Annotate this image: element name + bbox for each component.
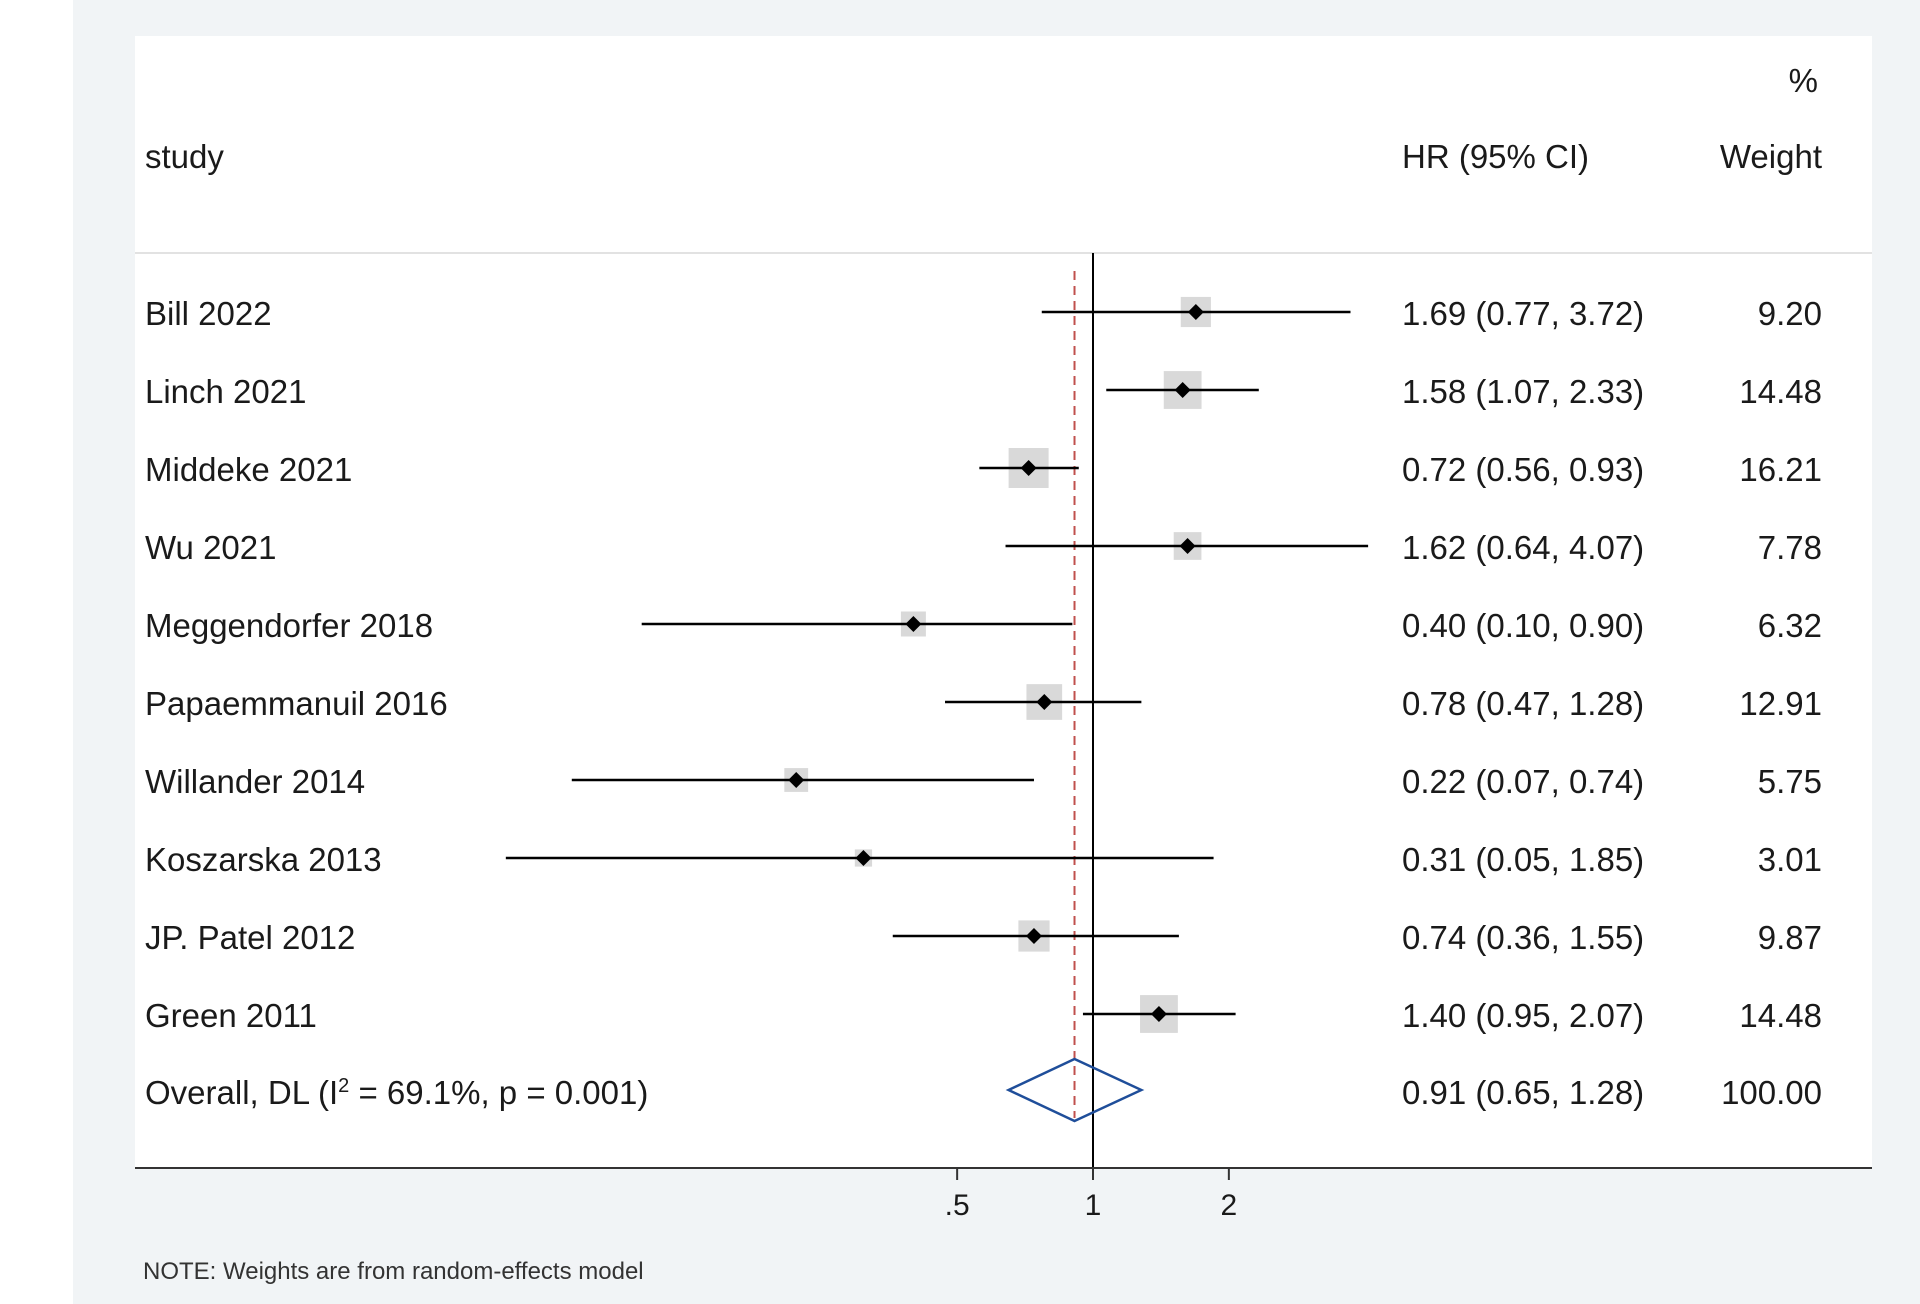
x-axis-ticks: .5 1 2: [945, 1168, 1238, 1222]
study-name: Green 2011: [145, 997, 317, 1034]
point-estimate: [1187, 304, 1204, 320]
study-ci-text: 1.58 (1.07, 2.33): [1402, 373, 1644, 410]
study-weight: 14.48: [1739, 373, 1822, 410]
study-ci-text: 0.74 (0.36, 1.55): [1402, 919, 1644, 956]
study-name: Middeke 2021: [145, 451, 352, 488]
study-rows: Bill 2022 1.69 (0.77, 3.72) 9.20 Linch 2021…: [145, 295, 1822, 1034]
overall-label-prefix: Overall, DL (I: [145, 1074, 338, 1111]
study-name: Meggendorfer 2018: [145, 607, 433, 644]
study-ci-text: 0.22 (0.07, 0.74): [1402, 763, 1644, 800]
study-name: Bill 2022: [145, 295, 272, 332]
point-estimate: [905, 616, 922, 632]
header-study: study: [145, 138, 224, 175]
study-weight: 9.20: [1758, 295, 1822, 332]
study-weight: 9.87: [1758, 919, 1822, 956]
study-ci-text: 1.69 (0.77, 3.72): [1402, 295, 1644, 332]
point-estimate: [1179, 538, 1196, 554]
point-estimate: [855, 850, 872, 866]
study-ci-text: 0.72 (0.56, 0.93): [1402, 451, 1644, 488]
study-weight: 7.78: [1758, 529, 1822, 566]
study-ci-text: 1.62 (0.64, 4.07): [1402, 529, 1644, 566]
study-weight: 5.75: [1758, 763, 1822, 800]
point-estimate: [1020, 460, 1037, 476]
study-name: Linch 2021: [145, 373, 306, 410]
study-ci-text: 0.40 (0.10, 0.90): [1402, 607, 1644, 644]
header-weight-percent: %: [1789, 62, 1818, 99]
x-tick-label: 2: [1221, 1189, 1238, 1222]
chart-marks: [505, 253, 1369, 1168]
point-estimate: [1150, 1006, 1167, 1022]
study-ci-text: 0.31 (0.05, 1.85): [1402, 841, 1644, 878]
plot-panel: [135, 36, 1872, 1168]
header-weight: Weight: [1720, 138, 1822, 175]
study-name: Willander 2014: [145, 763, 365, 800]
overall-diamond: [1005, 1057, 1145, 1123]
point-estimate: [1174, 382, 1191, 398]
overall-weight: 100.00: [1721, 1074, 1822, 1111]
study-name: Wu 2021: [145, 529, 276, 566]
overall-ci-text: 0.91 (0.65, 1.28): [1402, 1074, 1644, 1111]
point-estimate: [788, 772, 805, 788]
study-weight: 12.91: [1739, 685, 1822, 722]
study-weight: 6.32: [1758, 607, 1822, 644]
overall-label-suffix: = 69.1%, p = 0.001): [349, 1074, 648, 1111]
study-ci-text: 1.40 (0.95, 2.07): [1402, 997, 1644, 1034]
point-estimate: [1036, 694, 1053, 710]
overall-label: Overall, DL (I2 = 69.1%, p = 0.001): [145, 1074, 648, 1111]
x-tick-label: 1: [1085, 1189, 1102, 1222]
study-weight: 16.21: [1739, 451, 1822, 488]
study-name: JP. Patel 2012: [145, 919, 355, 956]
study-name: Koszarska 2013: [145, 841, 382, 878]
footnote: NOTE: Weights are from random-effects mo…: [143, 1258, 644, 1285]
point-estimate: [1025, 928, 1042, 944]
study-weight: 3.01: [1758, 841, 1822, 878]
study-ci-text: 0.78 (0.47, 1.28): [1402, 685, 1644, 722]
header-effect: HR (95% CI): [1402, 138, 1589, 175]
overall-label-sup: 2: [338, 1075, 349, 1097]
study-name: Papaemmanuil 2016: [145, 685, 448, 722]
x-tick-label: .5: [945, 1189, 970, 1222]
study-weight: 14.48: [1739, 997, 1822, 1034]
